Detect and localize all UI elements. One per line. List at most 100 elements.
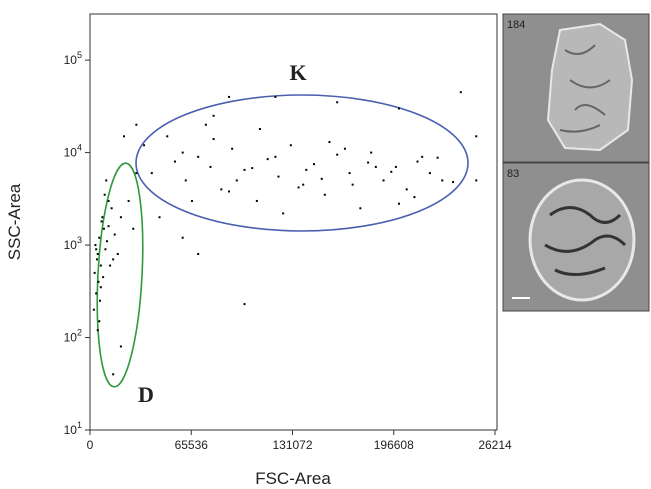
point bbox=[320, 177, 323, 180]
point bbox=[274, 95, 277, 98]
x-tick-label: 65536 bbox=[175, 438, 209, 452]
point bbox=[336, 153, 339, 156]
point bbox=[436, 156, 439, 159]
point bbox=[266, 158, 269, 161]
point bbox=[475, 179, 478, 182]
point bbox=[220, 188, 223, 191]
point bbox=[127, 199, 130, 202]
point bbox=[113, 233, 116, 236]
y-tick-label: 102 bbox=[64, 328, 82, 345]
point bbox=[184, 179, 187, 182]
point bbox=[343, 147, 346, 150]
point bbox=[143, 144, 146, 147]
cell-image: 184 bbox=[502, 13, 650, 163]
point bbox=[359, 207, 362, 210]
y-tick-label: 105 bbox=[64, 50, 82, 67]
point bbox=[394, 165, 397, 168]
point bbox=[228, 95, 231, 98]
point bbox=[428, 172, 431, 175]
point bbox=[351, 183, 354, 186]
image-label: 83 bbox=[507, 168, 519, 180]
point bbox=[336, 101, 339, 104]
point bbox=[107, 225, 110, 228]
y-axis-label: SSC-Area bbox=[5, 183, 24, 260]
point bbox=[173, 160, 176, 163]
point bbox=[95, 258, 98, 261]
point bbox=[98, 320, 101, 323]
x-tick-label: 131072 bbox=[272, 438, 312, 452]
point bbox=[110, 207, 113, 210]
point bbox=[204, 123, 207, 126]
point bbox=[150, 172, 153, 175]
point bbox=[119, 345, 122, 348]
point bbox=[166, 135, 169, 138]
point bbox=[289, 144, 292, 147]
point bbox=[158, 216, 161, 219]
point bbox=[255, 199, 258, 202]
point bbox=[197, 253, 200, 256]
point bbox=[197, 155, 200, 158]
plot-frame bbox=[89, 13, 498, 431]
point bbox=[323, 193, 326, 196]
point bbox=[231, 147, 234, 150]
point bbox=[297, 186, 300, 189]
point bbox=[235, 179, 238, 182]
point bbox=[209, 165, 212, 168]
point bbox=[228, 190, 231, 193]
annotation: K bbox=[289, 60, 306, 85]
point bbox=[122, 135, 125, 138]
point bbox=[382, 179, 385, 182]
point bbox=[374, 165, 377, 168]
y-tick-label: 104 bbox=[64, 143, 82, 160]
point bbox=[99, 286, 102, 289]
point bbox=[348, 172, 351, 175]
point bbox=[135, 172, 138, 175]
point bbox=[103, 193, 106, 196]
point bbox=[93, 271, 96, 274]
x-tick-label: 26214 bbox=[478, 438, 512, 452]
point bbox=[190, 199, 193, 202]
point bbox=[105, 179, 108, 182]
point bbox=[116, 253, 119, 256]
point bbox=[99, 264, 102, 267]
point bbox=[181, 151, 184, 154]
point bbox=[367, 161, 370, 164]
point bbox=[328, 141, 331, 144]
point bbox=[251, 167, 254, 170]
image-label: 184 bbox=[507, 19, 525, 31]
point bbox=[98, 236, 101, 239]
point bbox=[397, 107, 400, 110]
point bbox=[452, 181, 455, 184]
point bbox=[277, 175, 280, 178]
gate-d bbox=[96, 162, 144, 388]
point bbox=[390, 170, 393, 173]
point bbox=[112, 373, 115, 376]
point bbox=[99, 299, 102, 302]
point bbox=[302, 183, 305, 186]
point bbox=[95, 248, 98, 251]
point bbox=[274, 155, 277, 158]
point bbox=[243, 303, 246, 306]
point bbox=[104, 248, 107, 251]
point bbox=[421, 155, 424, 158]
point bbox=[416, 160, 419, 163]
point bbox=[102, 276, 105, 279]
point bbox=[181, 236, 184, 239]
point bbox=[132, 227, 135, 230]
y-tick-label: 103 bbox=[64, 235, 82, 252]
point bbox=[96, 253, 99, 256]
x-axis-label: FSC-Area bbox=[255, 469, 331, 488]
point bbox=[212, 138, 215, 141]
point bbox=[441, 179, 444, 182]
point bbox=[135, 123, 138, 126]
point bbox=[95, 292, 98, 295]
point bbox=[94, 244, 97, 247]
point bbox=[96, 329, 99, 332]
point bbox=[475, 135, 478, 138]
gate-k bbox=[135, 94, 469, 232]
point bbox=[112, 258, 115, 261]
cell-image: 83 bbox=[502, 162, 650, 312]
x-tick-label: 0 bbox=[87, 438, 94, 452]
y-tick-label: 101 bbox=[64, 420, 82, 437]
